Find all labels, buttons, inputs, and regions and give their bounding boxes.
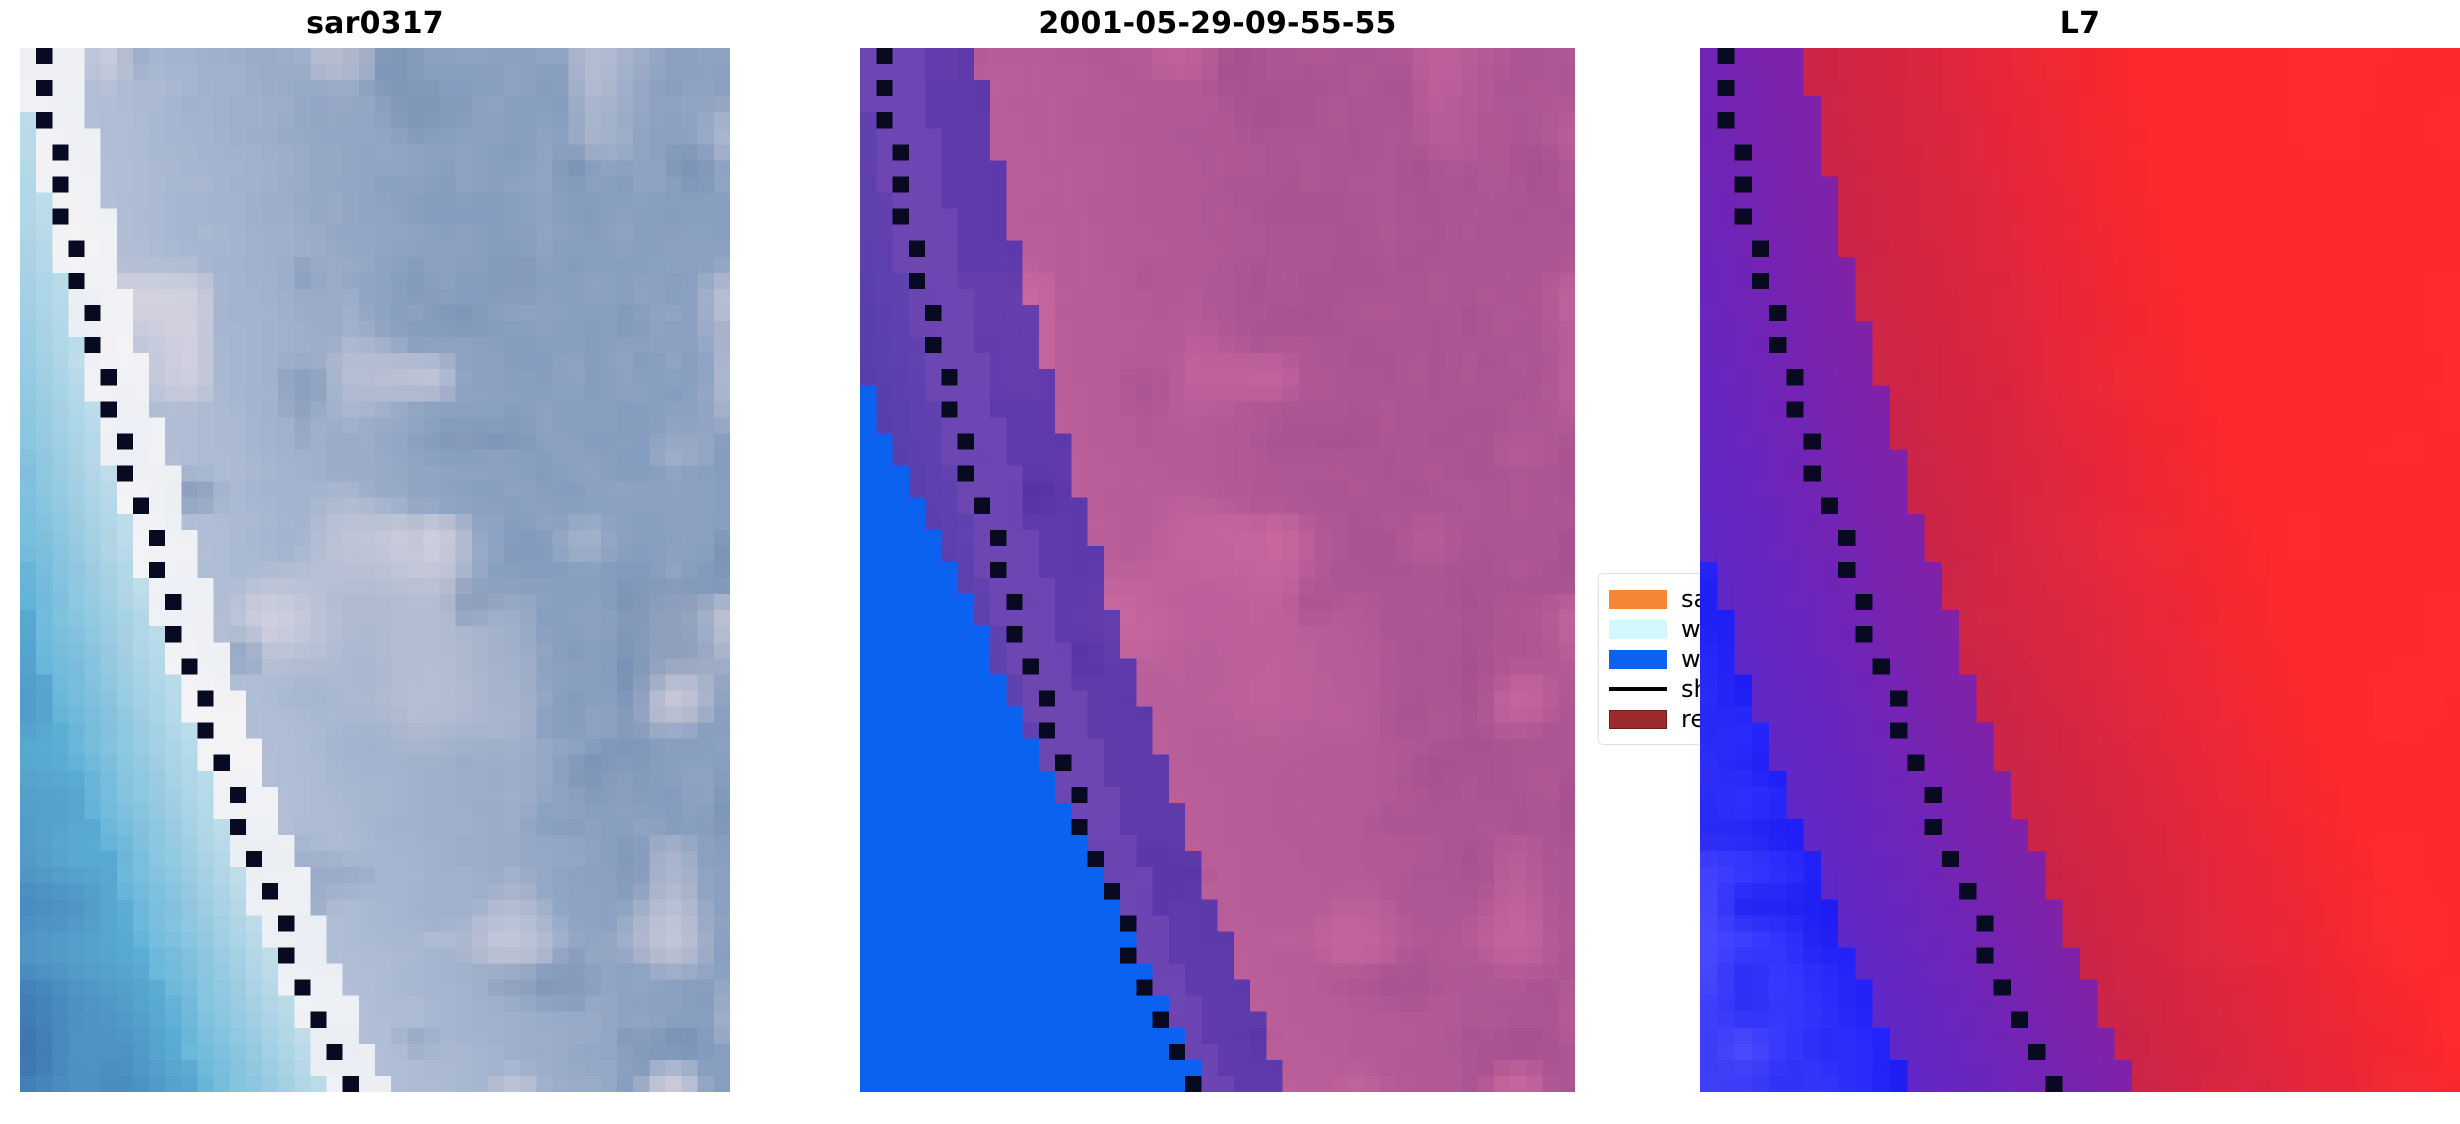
panel-title-3: L7 — [2059, 6, 2101, 41]
panel-image-3[interactable] — [1700, 48, 2460, 1092]
panel-l7: L7 — [1700, 2, 2460, 1094]
whitewater-swatch-icon — [1609, 619, 1667, 639]
panel-title-1: sar0317 — [306, 6, 444, 41]
panel-image-1[interactable] — [20, 48, 730, 1092]
shoreline-line-icon — [1609, 687, 1667, 691]
panel-sar0317: sar0317 — [20, 2, 730, 1094]
reference-swatch-icon — [1609, 709, 1667, 729]
panel-image-2[interactable] — [860, 48, 1575, 1092]
panel-title-2: 2001-05-29-09-55-55 — [1038, 6, 1397, 41]
panel-2001-05-29-09-55-55: 2001-05-29-09-55-55 — [860, 2, 1575, 1094]
sand-swatch-icon — [1609, 589, 1667, 609]
water-swatch-icon — [1609, 649, 1667, 669]
